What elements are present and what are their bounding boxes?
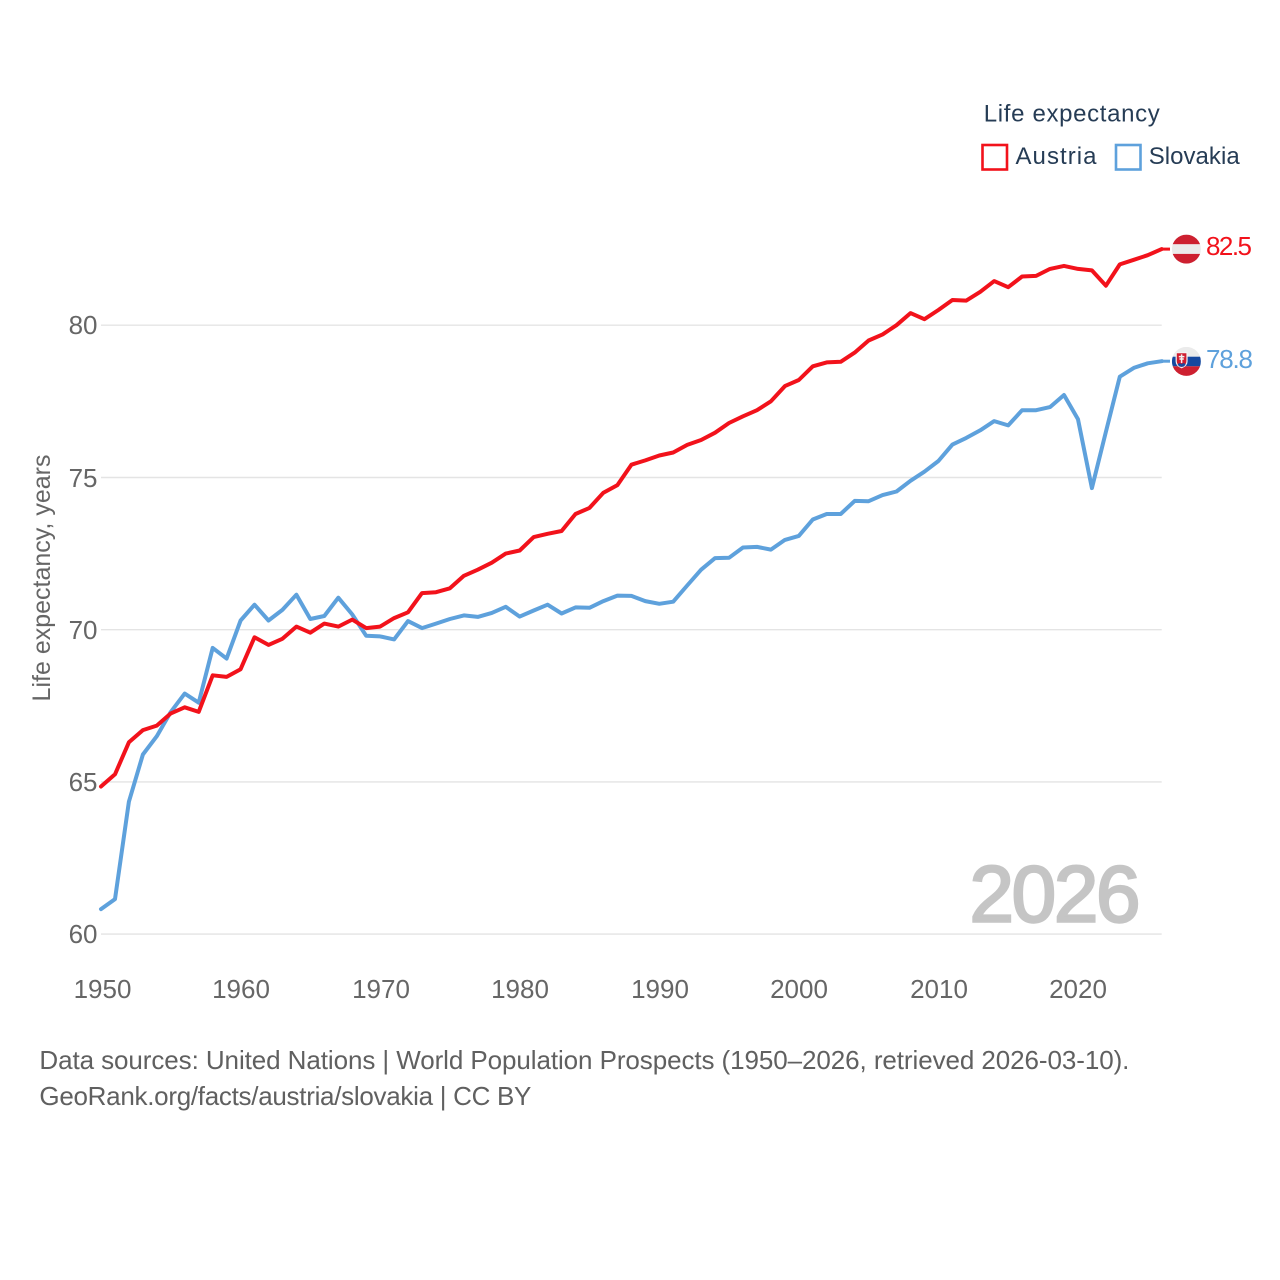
svg-text:75: 75 [69,463,98,493]
svg-text:2010: 2010 [910,974,968,1004]
svg-text:Life expectancy: Life expectancy [984,100,1160,127]
svg-text:Data sources: United Nations |: Data sources: United Nations | World Pop… [39,1045,1129,1075]
svg-text:80: 80 [69,310,98,340]
svg-text:Austria: Austria [1016,143,1098,170]
svg-text:GeoRank.org/facts/austria/slov: GeoRank.org/facts/austria/slovakia | CC … [39,1081,531,1111]
svg-text:1990: 1990 [631,974,689,1004]
svg-text:1970: 1970 [352,974,410,1004]
svg-text:70: 70 [69,615,98,645]
svg-text:1950: 1950 [74,974,132,1004]
svg-text:60: 60 [69,919,98,949]
svg-text:1960: 1960 [212,974,270,1004]
svg-text:65: 65 [69,767,98,797]
svg-text:Slovakia: Slovakia [1149,143,1241,170]
svg-text:82.5: 82.5 [1206,231,1252,261]
svg-text:2020: 2020 [1049,974,1107,1004]
svg-text:Life expectancy, years: Life expectancy, years [28,455,56,702]
svg-text:2026: 2026 [970,850,1141,939]
svg-text:1980: 1980 [491,974,549,1004]
svg-text:78.8: 78.8 [1206,344,1253,374]
svg-text:2000: 2000 [770,974,828,1004]
